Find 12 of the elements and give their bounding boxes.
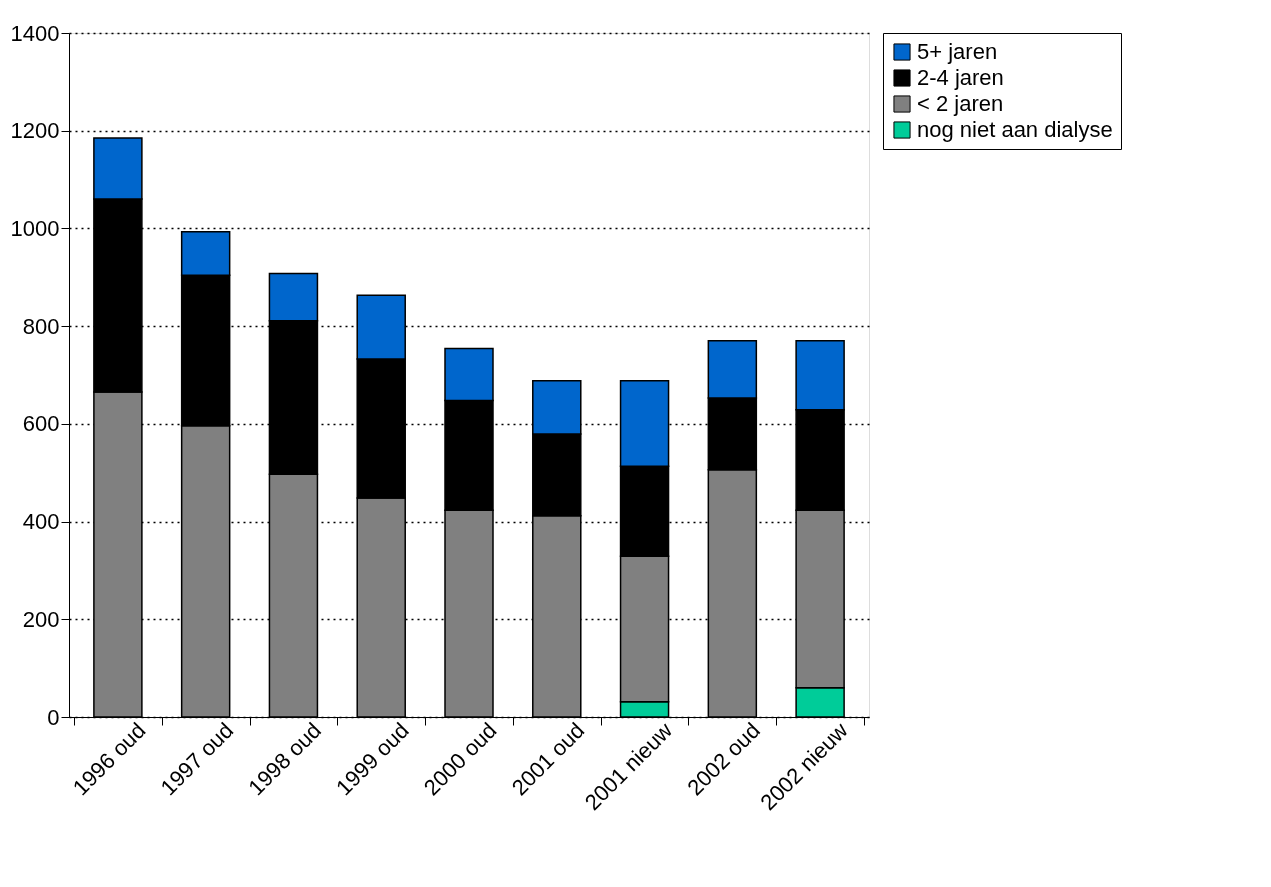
y-tick-label: 1400 xyxy=(10,20,60,46)
legend-label: nog niet aan dialyse xyxy=(917,117,1113,142)
legend-label: 2-4 jaren xyxy=(917,65,1004,90)
y-tick-label: 1000 xyxy=(10,215,60,241)
y-tick-label: 800 xyxy=(22,313,60,339)
y-tick-label: 400 xyxy=(22,509,60,535)
y-tick-label: 1200 xyxy=(10,118,60,144)
legend-label: 5+ jaren xyxy=(917,39,998,64)
y-tick-label: 0 xyxy=(47,704,60,730)
legend-label: < 2 jaren xyxy=(917,91,1004,116)
y-tick-label: 600 xyxy=(22,411,60,437)
y-tick-label: 200 xyxy=(22,606,60,632)
